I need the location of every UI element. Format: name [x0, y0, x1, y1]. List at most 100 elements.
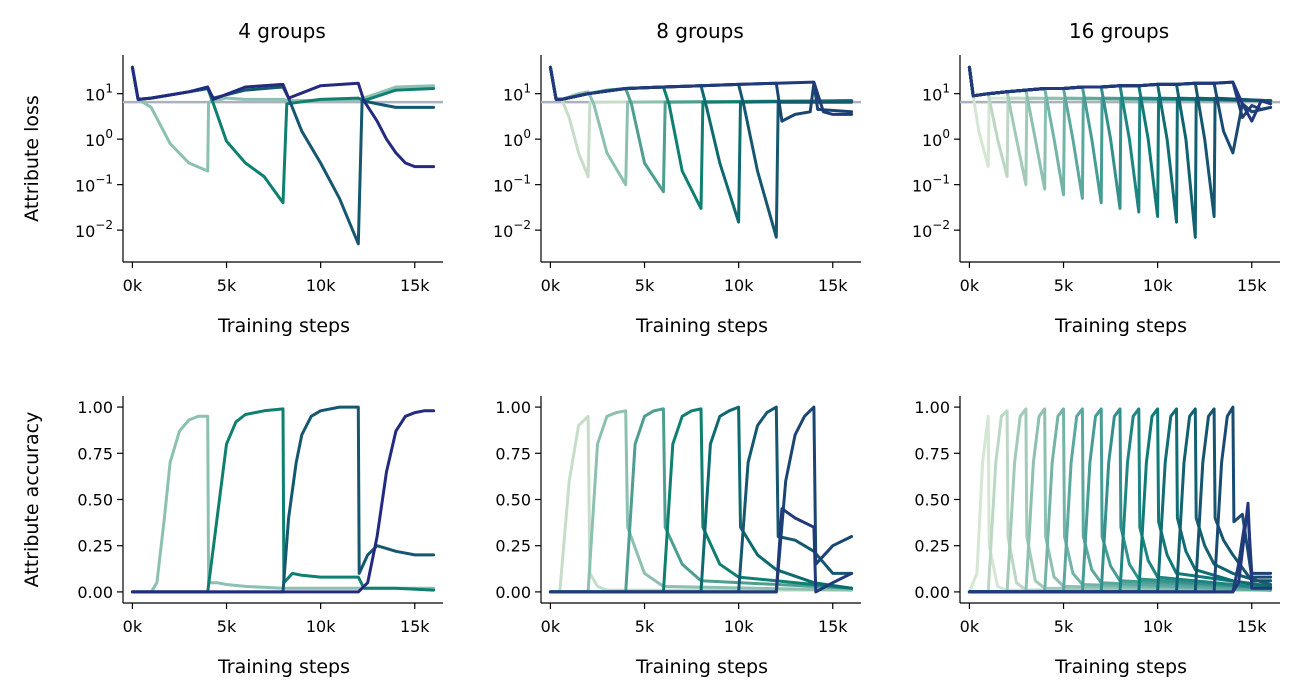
- y-tick-label: 0.00: [77, 583, 113, 602]
- series-line-16: [967, 65, 1273, 123]
- y-tick-label: 0.25: [914, 537, 950, 556]
- series-line-3: [548, 407, 854, 594]
- y-tick-label: 101: [85, 82, 113, 105]
- series-line-9: [967, 407, 1273, 594]
- x-tick-label: 10k: [724, 617, 754, 636]
- y-tick-label: 0.25: [77, 537, 113, 556]
- x-tick-label: 0k: [123, 276, 143, 295]
- y-tick-label: 0.25: [495, 537, 531, 556]
- series-line-14: [967, 405, 1273, 594]
- series-line-12: [967, 407, 1273, 594]
- y-tick-label: 1.00: [77, 398, 113, 417]
- x-tick-label: 5k: [1054, 617, 1074, 636]
- y-tick-label: 100: [503, 127, 531, 150]
- x-tick-label: 0k: [541, 276, 561, 295]
- series-group: [967, 405, 1273, 594]
- chart-panel-6: 0k 5k 10k 15k 0.00 0.25 0.50 0.75 1.00 Training s…: [914, 396, 1280, 678]
- series-line-8: [967, 407, 1273, 594]
- y-tick-label: 101: [503, 82, 531, 105]
- chart-panel-5: 0k 5k 10k 15k 0.00 0.25 0.50 0.75 1.00 Training s…: [495, 396, 861, 678]
- series-line-8: [548, 507, 854, 594]
- x-axis-title: Training steps: [635, 315, 768, 337]
- series-group: [548, 65, 854, 239]
- series-line-7: [967, 407, 1273, 594]
- y-tick-label: 0.75: [77, 444, 113, 463]
- x-tick-label: 5k: [1054, 276, 1074, 295]
- y-tick-label: 10−2: [912, 218, 950, 241]
- x-axis-title: Training steps: [1054, 656, 1187, 678]
- x-tick-label: 5k: [217, 276, 237, 295]
- series-group: [130, 405, 436, 594]
- chart-panel-3: 0k 5k 10k 15k 10−2 10−1 100 101 Training steps: [912, 55, 1280, 337]
- x-tick-label: 10k: [724, 276, 754, 295]
- x-tick-label: 15k: [400, 276, 430, 295]
- y-tick-label: 100: [85, 127, 113, 150]
- panel-title-16-groups: 16 groups: [1069, 19, 1169, 43]
- y-tick-label: 1.00: [495, 398, 531, 417]
- x-tick-label: 5k: [635, 617, 655, 636]
- y-tick-label: 100: [922, 127, 950, 150]
- x-tick-label: 15k: [400, 617, 430, 636]
- series-line-8: [548, 65, 854, 116]
- y-tick-label: 0.50: [77, 491, 113, 510]
- y-axis-title: Attribute loss: [21, 95, 43, 222]
- y-tick-label: 0.00: [495, 583, 531, 602]
- x-tick-label: 0k: [541, 617, 561, 636]
- series-line-3: [130, 405, 436, 594]
- chart-panel-1: 0k 5k 10k 15k 10−2 10−1 100 101 Training steps At…: [21, 55, 443, 337]
- x-tick-label: 15k: [818, 617, 848, 636]
- x-tick-label: 5k: [217, 617, 237, 636]
- y-tick-label: 0.75: [495, 444, 531, 463]
- y-tick-label: 0.00: [914, 583, 950, 602]
- x-tick-label: 15k: [1237, 617, 1267, 636]
- x-tick-label: 0k: [960, 617, 980, 636]
- y-axis-title: Attribute accuracy: [21, 412, 43, 588]
- series-group: [130, 65, 436, 246]
- y-tick-label: 10−2: [493, 218, 531, 241]
- panel-title-8-groups: 8 groups: [656, 19, 744, 43]
- y-tick-label: 101: [922, 82, 950, 105]
- y-tick-label: 10−2: [75, 218, 113, 241]
- series-line-4: [548, 407, 854, 594]
- series-line-2: [548, 409, 854, 594]
- chart-panel-4: 0k 5k 10k 15k 0.00 0.25 0.50 0.75 1.00 Training s…: [21, 396, 443, 678]
- series-group: [548, 405, 854, 594]
- y-tick-label: 10−1: [912, 173, 950, 196]
- series-line-1: [967, 414, 1273, 594]
- x-tick-label: 10k: [306, 617, 336, 636]
- series-line-4: [130, 409, 436, 594]
- y-tick-label: 0.50: [914, 491, 950, 510]
- chart-panel-2: 0k 5k 10k 15k 10−2 10−1 100 101 Training steps: [493, 55, 861, 337]
- series-line-6: [967, 407, 1273, 594]
- series-line-3: [967, 407, 1273, 594]
- panel-title-4-groups: 4 groups: [238, 19, 326, 43]
- x-tick-label: 10k: [1143, 276, 1173, 295]
- x-tick-label: 0k: [960, 276, 980, 295]
- y-tick-label: 10−1: [75, 173, 113, 196]
- series-group: [967, 65, 1273, 239]
- x-tick-label: 15k: [818, 276, 848, 295]
- series-line-2: [967, 409, 1273, 594]
- x-axis-title: Training steps: [217, 656, 350, 678]
- series-line-16: [967, 501, 1273, 594]
- x-axis-title: Training steps: [1054, 315, 1187, 337]
- series-line-5: [967, 407, 1273, 594]
- x-axis-title: Training steps: [635, 656, 768, 678]
- x-tick-label: 0k: [123, 617, 143, 636]
- series-line-1: [130, 414, 436, 594]
- y-tick-label: 1.00: [914, 398, 950, 417]
- series-line-1: [548, 414, 854, 594]
- x-tick-label: 15k: [1237, 276, 1267, 295]
- y-tick-label: 0.50: [495, 491, 531, 510]
- y-tick-label: 10−1: [493, 173, 531, 196]
- series-line-4: [967, 407, 1273, 594]
- series-line-13: [967, 407, 1273, 594]
- x-tick-label: 5k: [635, 276, 655, 295]
- x-axis-title: Training steps: [217, 315, 350, 337]
- y-tick-label: 0.75: [914, 444, 950, 463]
- x-tick-label: 10k: [1143, 617, 1173, 636]
- series-line-4: [130, 65, 436, 169]
- x-tick-label: 10k: [306, 276, 336, 295]
- series-line-5: [548, 405, 854, 594]
